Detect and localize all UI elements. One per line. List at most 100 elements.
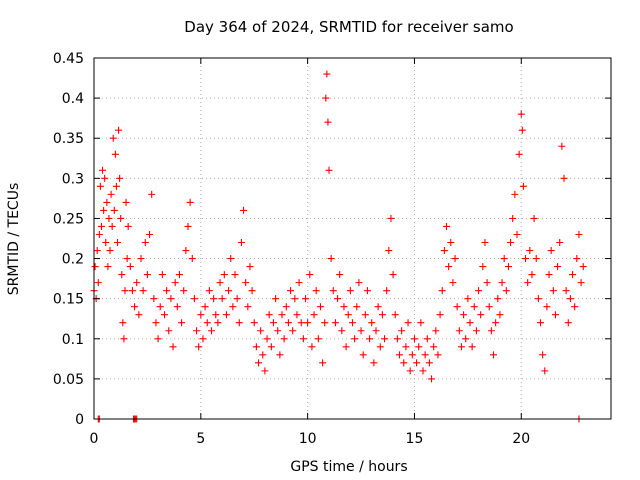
data-point [233,295,241,303]
data-point [178,319,186,327]
data-point [165,327,173,335]
data-point [143,271,151,279]
data-point [210,295,218,303]
data-point [327,255,335,263]
data-point [464,295,472,303]
chart-title: Day 364 of 2024, SRMTID for receiver sam… [184,18,513,36]
data-point [443,222,450,230]
data-point [543,303,551,311]
data-point [498,279,506,287]
data-point [91,263,99,271]
data-point [518,126,526,134]
data-point [376,343,384,351]
data-point [306,271,314,279]
data-point [105,214,113,222]
data-point [432,327,440,335]
data-point [415,343,423,351]
data-point [184,222,192,230]
data-point [182,247,190,255]
data-point [349,319,356,327]
data-point [220,271,228,279]
data-point [272,295,280,303]
data-point [537,319,544,327]
data-point [284,319,292,327]
data-point [522,255,530,263]
data-point [180,287,188,295]
data-point [504,263,512,271]
data-point [331,319,339,327]
data-point [374,303,382,311]
data-point [400,359,408,367]
data-point [225,287,233,295]
data-point [579,263,587,271]
data-point [255,359,262,367]
data-point [93,247,101,255]
data-point [106,247,114,255]
data-point [494,295,502,303]
data-point [385,247,393,255]
data-point [126,263,134,271]
data-point [490,351,497,359]
y-tick-label: 0.45 [53,51,84,67]
data-point [387,214,395,222]
data-point [167,295,175,303]
data-point [534,295,542,303]
data-point [269,319,277,327]
data-point [186,198,194,206]
data-point [363,287,371,295]
data-point [436,311,444,319]
y-axis-label: SRMTID / TECUs [6,183,22,296]
data-point [99,166,107,174]
data-point [246,263,254,271]
data-point [421,351,429,359]
data-point [152,319,160,327]
y-tick-label: 0.15 [53,292,84,308]
data-point [259,351,267,359]
data-point [517,110,525,118]
data-point [372,327,380,335]
data-point [502,287,510,295]
data-point [123,255,131,263]
data-points [90,70,587,423]
data-point [321,319,329,327]
data-point [161,311,168,319]
data-point [96,182,104,190]
data-point [338,327,346,335]
data-point [344,311,352,319]
data-point [95,230,103,238]
data-point [556,239,564,247]
data-point [470,303,478,311]
data-point [122,198,130,206]
data-point [193,327,201,335]
data-point [509,214,517,222]
data-point [308,343,316,351]
data-point [455,327,463,335]
data-point [449,279,457,287]
data-point [103,198,111,206]
data-point [316,303,324,311]
data-point [104,263,112,271]
data-point [507,239,515,247]
y-tick-label: 0 [75,412,84,428]
data-point [408,351,416,359]
data-point [229,303,237,311]
data-point [496,311,504,319]
data-point [383,287,391,295]
data-point [353,303,361,311]
data-point [171,279,179,287]
data-point [124,222,132,230]
y-tick-label: 0.2 [62,252,84,268]
data-point [222,311,230,319]
data-point [560,174,568,182]
data-point [475,287,483,295]
data-point [312,287,320,295]
y-tick-label: 0.05 [53,372,84,388]
data-point [545,271,553,279]
data-point [299,335,307,343]
y-tick-label: 0.4 [62,91,84,107]
data-point [500,255,508,263]
data-point [267,343,275,351]
data-point [141,239,149,247]
x-tick-label: 0 [90,431,99,447]
